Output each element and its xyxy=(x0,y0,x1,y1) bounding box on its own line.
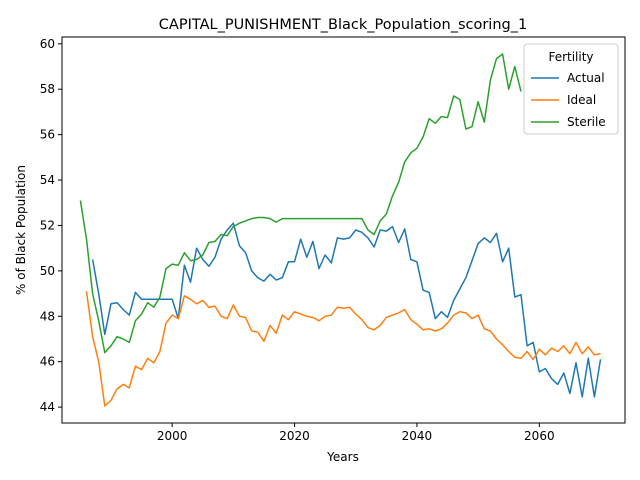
legend-label-ideal: Ideal xyxy=(567,93,596,107)
x-tick-label: 2060 xyxy=(524,429,555,443)
x-tick-label: 2000 xyxy=(157,429,188,443)
x-tick-label: 2020 xyxy=(279,429,310,443)
y-axis-label: % of Black Population xyxy=(14,165,28,295)
y-tick-label: 44 xyxy=(40,400,55,414)
legend: Fertility Actual Ideal Sterile xyxy=(524,44,618,134)
legend-label-sterile: Sterile xyxy=(567,115,606,129)
y-tick-label: 54 xyxy=(40,173,55,187)
y-tick-label: 52 xyxy=(40,218,55,232)
x-tick-label: 2040 xyxy=(402,429,433,443)
y-tick-label: 58 xyxy=(40,82,55,96)
legend-label-actual: Actual xyxy=(567,71,605,85)
y-tick-label: 60 xyxy=(40,37,55,51)
legend-title: Fertility xyxy=(548,50,593,64)
y-tick-label: 48 xyxy=(40,309,55,323)
y-tick-label: 46 xyxy=(40,355,55,369)
y-tick-label: 56 xyxy=(40,128,55,142)
x-axis-label: Years xyxy=(326,450,359,464)
y-tick-label: 50 xyxy=(40,264,55,278)
chart-title: CAPITAL_PUNISHMENT_Black_Population_scor… xyxy=(159,17,527,33)
